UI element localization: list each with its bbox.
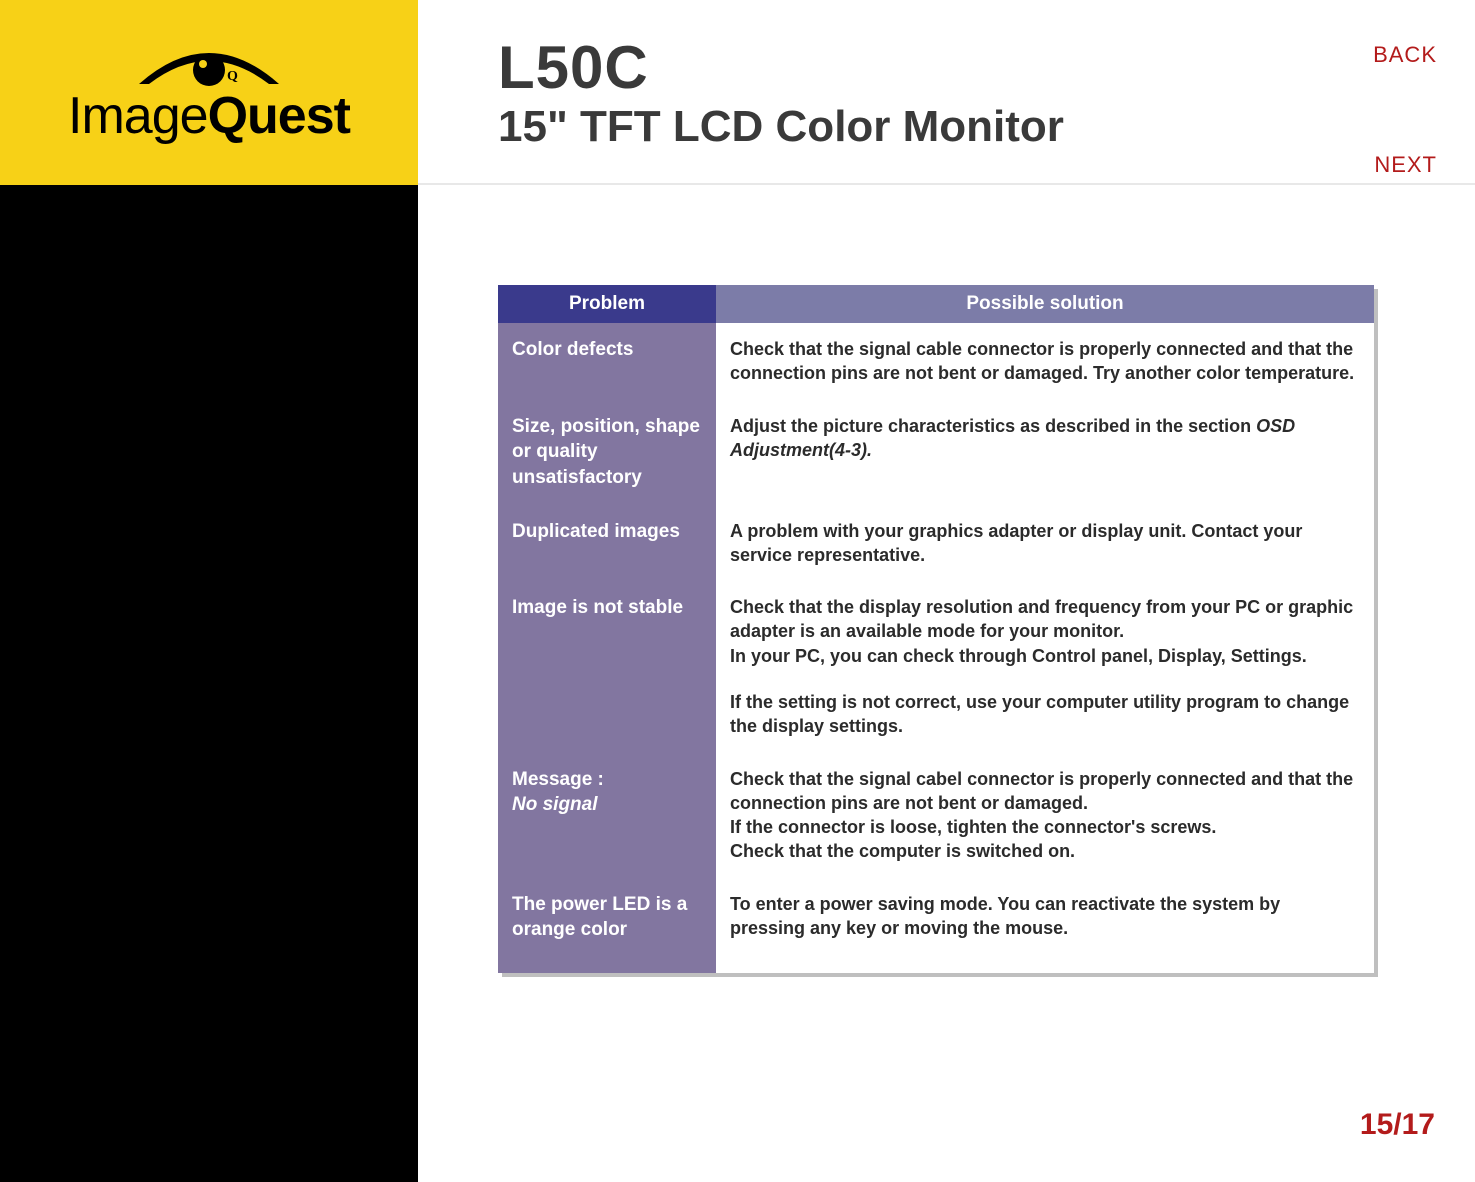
logo-text-light: Image bbox=[68, 87, 208, 145]
col-header-problem: Problem bbox=[498, 285, 716, 323]
problem-italic: No signal bbox=[512, 794, 598, 815]
solution-cell: Check that the display resolution and fr… bbox=[716, 581, 1374, 752]
problem-cell: Color defects bbox=[498, 323, 716, 400]
problem-cell: Size, position, shape or quality unsatis… bbox=[498, 400, 716, 505]
content: Problem Possible solution Color defects … bbox=[418, 185, 1475, 1182]
table-row: Duplicated images A problem with your gr… bbox=[498, 505, 1374, 582]
back-link[interactable]: BACK bbox=[1373, 42, 1437, 68]
table-row: Size, position, shape or quality unsatis… bbox=[498, 400, 1374, 505]
solution-cell: To enter a power saving mode. You can re… bbox=[716, 878, 1374, 973]
solution-text: Adjust the picture characteristics as de… bbox=[730, 416, 1256, 436]
problem-cell: The power LED is a orange color bbox=[498, 878, 716, 973]
logo-text-bold: Quest bbox=[208, 87, 350, 145]
table-row: Image is not stable Check that the displ… bbox=[498, 581, 1374, 752]
product-model: L50C bbox=[498, 38, 1475, 98]
logo-text: ImageQuest bbox=[68, 86, 350, 146]
table-header-row: Problem Possible solution bbox=[498, 285, 1374, 323]
page: Q ImageQuest L50C 15" TFT LCD Color Moni… bbox=[0, 0, 1475, 1182]
table-row: Color defects Check that the signal cabl… bbox=[498, 323, 1374, 400]
solution-cell: Adjust the picture characteristics as de… bbox=[716, 400, 1374, 505]
problem-cell: Duplicated images bbox=[498, 505, 716, 582]
table-row: Message : No signal Check that the signa… bbox=[498, 753, 1374, 878]
solution-cell: A problem with your graphics adapter or … bbox=[716, 505, 1374, 582]
page-number: 15/17 bbox=[1360, 1108, 1435, 1142]
logo-cell: Q ImageQuest bbox=[0, 0, 418, 185]
logo: Q ImageQuest bbox=[68, 40, 350, 146]
sidebar bbox=[0, 185, 418, 1182]
solution-p2: If the setting is not correct, use your … bbox=[730, 690, 1358, 739]
troubleshooting-table: Problem Possible solution Color defects … bbox=[498, 285, 1374, 973]
problem-text: Message : bbox=[512, 769, 604, 790]
header: L50C 15" TFT LCD Color Monitor BACK NEXT bbox=[418, 0, 1475, 185]
col-header-solution: Possible solution bbox=[716, 285, 1374, 323]
svg-text:Q: Q bbox=[227, 69, 238, 84]
problem-cell: Image is not stable bbox=[498, 581, 716, 752]
next-link[interactable]: NEXT bbox=[1374, 152, 1437, 178]
solution-p1: Check that the display resolution and fr… bbox=[730, 595, 1358, 668]
solution-cell: Check that the signal cabel connector is… bbox=[716, 753, 1374, 878]
solution-cell: Check that the signal cable connector is… bbox=[716, 323, 1374, 400]
table-row: The power LED is a orange color To enter… bbox=[498, 878, 1374, 973]
problem-cell: Message : No signal bbox=[498, 753, 716, 878]
product-subtitle: 15" TFT LCD Color Monitor bbox=[498, 102, 1475, 153]
